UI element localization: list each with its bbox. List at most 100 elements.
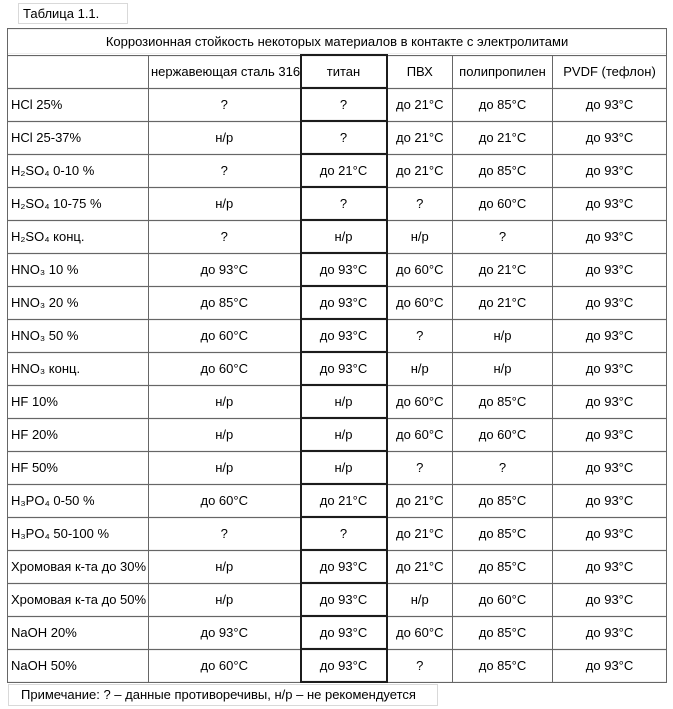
table-cell: до 85°C (452, 615, 553, 650)
row-label: HF 20% (7, 417, 149, 452)
table-cell: н/р (299, 384, 388, 419)
table-cell: до 93°C (299, 252, 388, 287)
table-row: NaOH 50% до 60°C до 93°C? до 85°C до 93°C (7, 648, 668, 683)
row-label: NaOH 50% (7, 648, 149, 683)
table-cell: до 21°C (299, 483, 388, 518)
table-cell: до 93°C (551, 582, 668, 617)
table-cell: до 93°C (551, 120, 668, 155)
table-row: HF 50% н/р н/р?? до 93°C (7, 450, 668, 485)
row-label: H₃PO₄ 0-50 % (7, 483, 149, 518)
table-number: Таблица 1.1. (23, 6, 100, 21)
table-cell: н/р (148, 186, 301, 221)
column-header-steel316: нержавеющая сталь 316 (148, 54, 301, 89)
table-cell: до 93°C (299, 285, 388, 320)
table-cell: ? (148, 516, 301, 551)
table-cell: до 93°C (551, 417, 668, 452)
row-label: H₃PO₄ 50-100 % (7, 516, 149, 551)
table-cell: до 21°C (386, 87, 453, 122)
table-cell: до 93°C (551, 516, 668, 551)
table-cell: ? (148, 153, 301, 188)
table-cell: до 60°C (148, 483, 301, 518)
table-cell: н/р (148, 120, 301, 155)
row-label: HCl 25-37% (7, 120, 149, 155)
table-cell: до 60°C (386, 285, 453, 320)
table-cell: н/р (299, 219, 388, 254)
table-cell: до 93°C (148, 615, 301, 650)
table-cell: до 93°C (551, 318, 668, 353)
column-header-substance (7, 54, 149, 89)
table-cell: до 93°C (551, 483, 668, 518)
table-cell: до 60°C (386, 615, 453, 650)
table-cell: ? (386, 450, 453, 485)
table-row: HF 20% н/р н/р до 60°C до 60°C до 93°C (7, 417, 668, 452)
table-cell: до 93°C (148, 252, 301, 287)
table-cell: ? (148, 87, 301, 122)
table-cell: до 85°C (452, 87, 553, 122)
table-cell: до 93°C (551, 450, 668, 485)
column-header-pvc: ПВХ (386, 54, 453, 89)
table-cell: ? (452, 219, 553, 254)
table-cell: до 93°C (299, 582, 388, 617)
table-row: HNO₃ 20 % до 85°C до 93°C до 60°C до 21°C до … (7, 285, 668, 320)
row-label: HNO₃ 50 % (7, 318, 149, 353)
table-body: HCl 25%?? до 21°C до 85°C до 93°C HCl 25-37%… (7, 87, 668, 683)
table-cell: до 21°C (386, 120, 453, 155)
caption-row: Коррозионная стойкость некоторых материа… (6, 28, 668, 56)
table-cell: ? (299, 87, 388, 122)
table-cell: до 93°C (551, 285, 668, 320)
table-cell: до 93°C (299, 351, 388, 386)
table-row: H₂SO₄ 0-10 %? до 21°C до 21°C до 85°C до 93°… (7, 153, 668, 188)
table-cell: до 21°C (386, 549, 453, 584)
note-box: Примечание: ? – данные противоречивы, н/… (8, 684, 438, 706)
table-cell: до 60°C (452, 186, 553, 221)
note-text: Примечание: ? – данные противоречивы, н/… (21, 687, 416, 702)
header-row: нержавеющая сталь 316 титан ПВХ полипроп… (7, 54, 668, 89)
table-cell: н/р (452, 351, 553, 386)
row-label: H₂SO₄ конц. (7, 219, 149, 254)
table-cell: н/р (452, 318, 553, 353)
table-row: H₃PO₄ 50-100 %?? до 21°C до 85°C до 93°C (7, 516, 668, 551)
row-label: NaOH 20% (7, 615, 149, 650)
table-row: HCl 25-37% н/р? до 21°C до 21°C до 93°C (7, 120, 668, 155)
corrosion-resistance-table: Коррозионная стойкость некоторых материа… (6, 28, 668, 683)
column-header-polypropylene: полипропилен (452, 54, 553, 89)
table-cell: до 21°C (299, 153, 388, 188)
table-cell: ? (299, 186, 388, 221)
row-label: HNO₃ 20 % (7, 285, 149, 320)
table-cell: до 85°C (452, 384, 553, 419)
table-row: HNO₃ 50 % до 60°C до 93°C? н/р до 93°C (7, 318, 668, 353)
table-cell: до 93°C (299, 615, 388, 650)
table-cell: н/р (148, 384, 301, 419)
table-row: HCl 25%?? до 21°C до 85°C до 93°C (7, 87, 668, 122)
table-number-box: Таблица 1.1. (18, 3, 128, 24)
table-cell: ? (299, 120, 388, 155)
table-cell: ? (386, 648, 453, 683)
table-cell: до 85°C (452, 483, 553, 518)
table-cell: до 93°C (551, 87, 668, 122)
table-cell: ? (386, 186, 453, 221)
row-label: Хромовая к-та до 50% (7, 582, 149, 617)
table-cell: до 60°C (386, 384, 453, 419)
table-title: Коррозионная стойкость некоторых материа… (6, 28, 668, 56)
table-cell: до 93°C (551, 186, 668, 221)
table-cell: до 85°C (452, 516, 553, 551)
table-row: H₃PO₄ 0-50 % до 60°C до 21°C до 21°C до 85°C… (7, 483, 668, 518)
row-label: HNO₃ конц. (7, 351, 149, 386)
column-header-pvdf: PVDF (тефлон) (551, 54, 668, 89)
table-cell: до 93°C (551, 384, 668, 419)
table-cell: н/р (386, 582, 453, 617)
table-cell: до 60°C (386, 252, 453, 287)
table-cell: до 21°C (452, 285, 553, 320)
table-cell: н/р (148, 549, 301, 584)
table-cell: до 21°C (386, 483, 453, 518)
table-cell: н/р (299, 417, 388, 452)
table-cell: до 21°C (386, 516, 453, 551)
row-label: H₂SO₄ 0-10 % (7, 153, 149, 188)
table-cell: до 93°C (299, 549, 388, 584)
table-cell: до 93°C (551, 252, 668, 287)
table-cell: до 85°C (452, 648, 553, 683)
table-cell: до 21°C (452, 252, 553, 287)
table-cell: ? (148, 219, 301, 254)
table-cell: до 21°C (386, 153, 453, 188)
